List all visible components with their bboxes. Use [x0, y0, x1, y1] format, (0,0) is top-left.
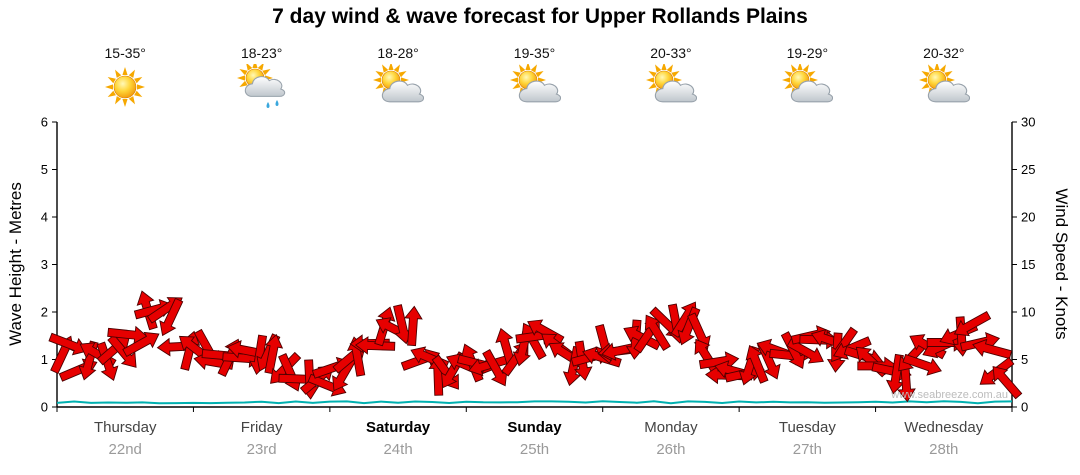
left-tick-label: 3 [41, 257, 48, 272]
wind-arrow [644, 314, 671, 352]
wind-arrow [354, 336, 396, 355]
day-date-monday: 26th [656, 441, 686, 458]
wind-arrow [780, 331, 806, 370]
left-tick-label: 6 [41, 115, 48, 130]
right-tick-label: 30 [1021, 115, 1035, 130]
watermark: www.seabreeze.com.au [891, 389, 1008, 401]
wind-arrow [992, 366, 1023, 400]
wind-arrow [48, 332, 88, 356]
temp-range-saturday: 18-28° [377, 45, 419, 61]
left-tick-label: 5 [41, 162, 48, 177]
right-tick-label: 20 [1021, 210, 1035, 225]
right-tick-label: 10 [1021, 305, 1035, 320]
day-label-wednesday: Wednesday [904, 419, 984, 436]
right-tick-label: 15 [1021, 257, 1035, 272]
chart-title: 7 day wind & wave forecast for Upper Rol… [272, 5, 808, 28]
day-date-friday: 23rd [246, 441, 277, 458]
wind-arrow [745, 344, 769, 384]
wind-arrow [527, 319, 565, 345]
temp-range-wednesday: 20-32° [923, 45, 965, 61]
temp-range-tuesday: 19-29° [786, 45, 829, 61]
wave-height-line [56, 400, 1013, 405]
temp-range-friday: 18-23° [240, 45, 283, 61]
sun-cloud-icon [918, 62, 970, 110]
wind-arrow [902, 353, 942, 376]
wind-arrow [468, 355, 509, 377]
wind-arrows-layer [48, 290, 1023, 403]
day-label-friday: Friday [240, 419, 283, 436]
wind-arrow [953, 310, 992, 337]
day-date-tuesday: 27th [792, 441, 822, 458]
wind-arrow [404, 305, 423, 347]
day-label-saturday: Saturday [365, 419, 431, 436]
temp-range-thursday: 15-35° [104, 45, 146, 61]
day-label-monday: Monday [644, 419, 698, 436]
sun-cloud-rain-icon [236, 60, 288, 110]
wind-arrow [786, 338, 824, 364]
left-tick-label: 2 [41, 305, 48, 320]
right-tick-label: 25 [1021, 162, 1035, 177]
left-tick-label: 1 [41, 352, 48, 367]
wind-arrow [96, 341, 119, 382]
temp-range-sunday: 19-35° [513, 45, 556, 61]
wind-arrow [972, 338, 1013, 360]
day-label-tuesday: Tuesday [778, 419, 836, 436]
wind-arrow [698, 351, 740, 370]
left-tick-label: 4 [41, 210, 48, 225]
sunny-icon [99, 64, 151, 110]
sun-cloud-icon [645, 62, 697, 110]
temp-range-monday: 20-33° [650, 45, 692, 61]
sun-cloud-icon [509, 62, 561, 110]
day-date-sunday: 25th [519, 441, 550, 458]
day-label-sunday: Sunday [507, 419, 562, 436]
day-date-saturday: 24th [383, 441, 413, 458]
sun-cloud-icon [372, 62, 425, 110]
right-tick-label: 0 [1021, 400, 1028, 415]
wind-arrow [122, 331, 160, 358]
right-tick-label: 5 [1021, 352, 1028, 367]
wind-arrow [159, 297, 184, 337]
sun-cloud-icon [781, 62, 834, 110]
left-tick-label: 0 [41, 400, 48, 415]
day-date-thursday: 22nd [108, 441, 142, 458]
day-date-wednesday: 28th [929, 441, 959, 458]
day-label-thursday: Thursday [93, 419, 157, 436]
wind-arrow [107, 334, 137, 368]
